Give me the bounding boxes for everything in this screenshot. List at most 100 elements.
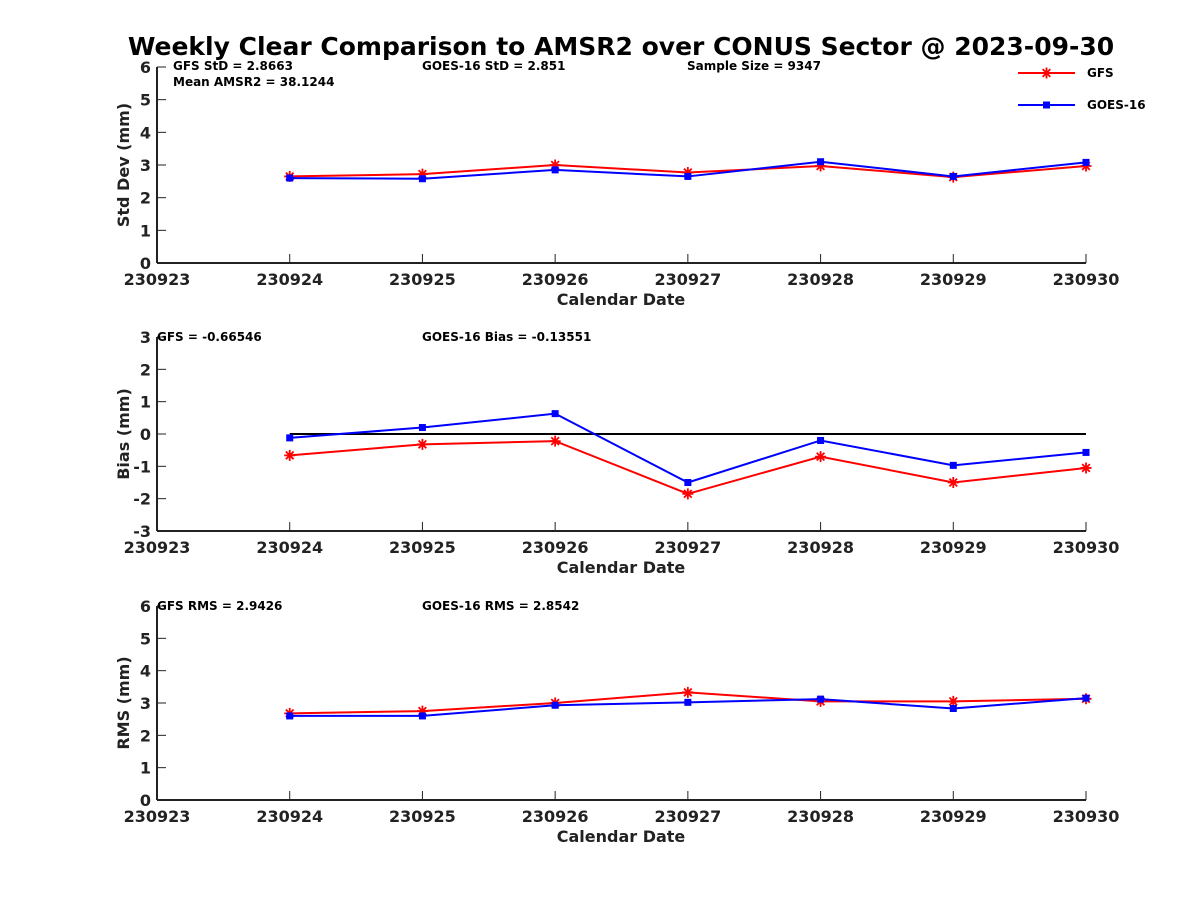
- data-point-goes-16: [684, 172, 692, 180]
- y-tick-label: 5: [140, 91, 151, 110]
- y-tick-label: 1: [140, 393, 151, 412]
- data-point-goes-16: [418, 712, 426, 720]
- y-tick-label: 4: [140, 123, 151, 142]
- y-tick-label: -3: [133, 522, 151, 541]
- stat-annotation: GFS RMS = 2.9426: [157, 599, 282, 613]
- y-tick-label: -2: [133, 490, 151, 509]
- data-point-gfs: [815, 451, 827, 463]
- data-point-gfs: [682, 167, 694, 179]
- legend-marker-goes-16: [1043, 101, 1050, 109]
- y-tick-label: 3: [140, 694, 151, 713]
- stat-annotation: GOES-16 StD = 2.851: [422, 59, 565, 73]
- x-tick-label: 230930: [1053, 807, 1120, 826]
- data-point-gfs: [416, 438, 428, 450]
- stat-annotation: GFS StD = 2.8663: [173, 59, 293, 73]
- data-point-gfs: [815, 160, 827, 172]
- x-tick-label: 230928: [787, 807, 854, 826]
- y-axis-label: Std Dev (mm): [114, 103, 133, 227]
- data-point-goes-16: [551, 410, 559, 418]
- x-tick-label: 230926: [522, 270, 589, 289]
- data-point-gfs: [947, 695, 959, 707]
- y-tick-label: 2: [140, 360, 151, 379]
- x-tick-label: 230929: [920, 807, 987, 826]
- stat-annotation: GOES-16 RMS = 2.8542: [422, 599, 579, 613]
- data-point-goes-16: [817, 158, 825, 166]
- x-tick-label: 230925: [389, 270, 456, 289]
- stat-annotation: GFS = -0.66546: [157, 330, 262, 344]
- series-line-goes-16: [289, 412, 1087, 484]
- data-point-goes-16: [286, 434, 294, 442]
- x-tick-label: 230924: [256, 807, 323, 826]
- data-point-goes-16: [286, 174, 294, 182]
- x-tick-label: 230924: [256, 538, 323, 557]
- legend-label: GOES-16: [1087, 98, 1146, 112]
- y-tick-label: 6: [140, 597, 151, 616]
- x-tick-label: 230927: [654, 538, 721, 557]
- stat-annotation: Sample Size = 9347: [687, 59, 821, 73]
- x-axis-label: Calendar Date: [557, 827, 686, 846]
- data-point-goes-16: [1082, 694, 1090, 702]
- y-tick-label: 6: [140, 58, 151, 77]
- data-point-gfs: [1080, 160, 1092, 172]
- x-tick-label: 230928: [787, 538, 854, 557]
- data-point-goes-16: [949, 704, 957, 712]
- legend: GFS GOES-16: [1018, 66, 1146, 112]
- data-point-gfs: [1080, 462, 1092, 474]
- y-tick-label: 4: [140, 662, 151, 681]
- y-tick-label: 3: [140, 328, 151, 347]
- chart-panel-2: -3 -2 -1 0 1 2 3 230923 230924 230925 230926 230927…: [114, 328, 1119, 577]
- legend-label: GFS: [1087, 66, 1114, 80]
- data-point-goes-16: [817, 436, 825, 444]
- data-point-gfs: [549, 435, 561, 447]
- data-point-gfs: [416, 168, 428, 180]
- y-tick-label: 0: [140, 791, 151, 810]
- data-point-goes-16: [1082, 448, 1090, 456]
- x-axis-label: Calendar Date: [557, 558, 686, 577]
- y-tick-label: 0: [140, 425, 151, 444]
- data-point-gfs: [682, 686, 694, 698]
- data-point-gfs: [416, 705, 428, 717]
- data-point-goes-16: [949, 172, 957, 180]
- data-point-goes-16: [684, 698, 692, 706]
- data-point-goes-16: [1082, 158, 1090, 166]
- data-point-goes-16: [418, 424, 426, 432]
- y-tick-label: 3: [140, 156, 151, 175]
- data-point-gfs: [549, 159, 561, 171]
- y-tick-label: 1: [140, 221, 151, 240]
- x-tick-label: 230929: [920, 538, 987, 557]
- data-point-goes-16: [817, 695, 825, 703]
- stat-annotation: GOES-16 Bias = -0.13551: [422, 330, 591, 344]
- stat-annotation: Mean AMSR2 = 38.1244: [173, 75, 334, 89]
- x-tick-label: 230929: [920, 270, 987, 289]
- x-tick-label: 230923: [124, 807, 191, 826]
- data-point-goes-16: [418, 175, 426, 183]
- x-tick-label: 230926: [522, 538, 589, 557]
- chart-panel-1: 0 1 2 3 4 5 6 230923 230924 230925 230926 230927 230…: [114, 58, 1119, 309]
- y-tick-label: 2: [140, 726, 151, 745]
- y-tick-label: -1: [133, 457, 151, 476]
- x-tick-label: 230924: [256, 270, 323, 289]
- y-tick-label: 1: [140, 759, 151, 778]
- y-axis-label: Bias (mm): [114, 388, 133, 480]
- data-point-goes-16: [949, 461, 957, 469]
- chart-panel-3: 0 1 2 3 4 5 6 230923 230924 230925 230926 230927 230…: [114, 597, 1119, 846]
- x-tick-label: 230927: [654, 807, 721, 826]
- legend-marker-gfs: [1041, 67, 1052, 79]
- data-point-goes-16: [286, 712, 294, 720]
- data-point-gfs: [284, 449, 296, 461]
- data-point-goes-16: [684, 479, 692, 486]
- y-tick-label: 2: [140, 189, 151, 208]
- x-tick-label: 230925: [389, 538, 456, 557]
- x-tick-label: 230926: [522, 807, 589, 826]
- x-tick-label: 230923: [124, 538, 191, 557]
- x-axis-label: Calendar Date: [557, 290, 686, 309]
- data-point-gfs: [947, 477, 959, 488]
- x-tick-label: 230928: [787, 270, 854, 289]
- chart-title: Weekly Clear Comparison to AMSR2 over CO…: [128, 32, 1114, 61]
- y-tick-label: 0: [140, 254, 151, 273]
- x-tick-label: 230927: [654, 270, 721, 289]
- x-tick-label: 230930: [1053, 538, 1120, 557]
- data-point-gfs: [682, 488, 694, 500]
- data-point-goes-16: [551, 701, 559, 709]
